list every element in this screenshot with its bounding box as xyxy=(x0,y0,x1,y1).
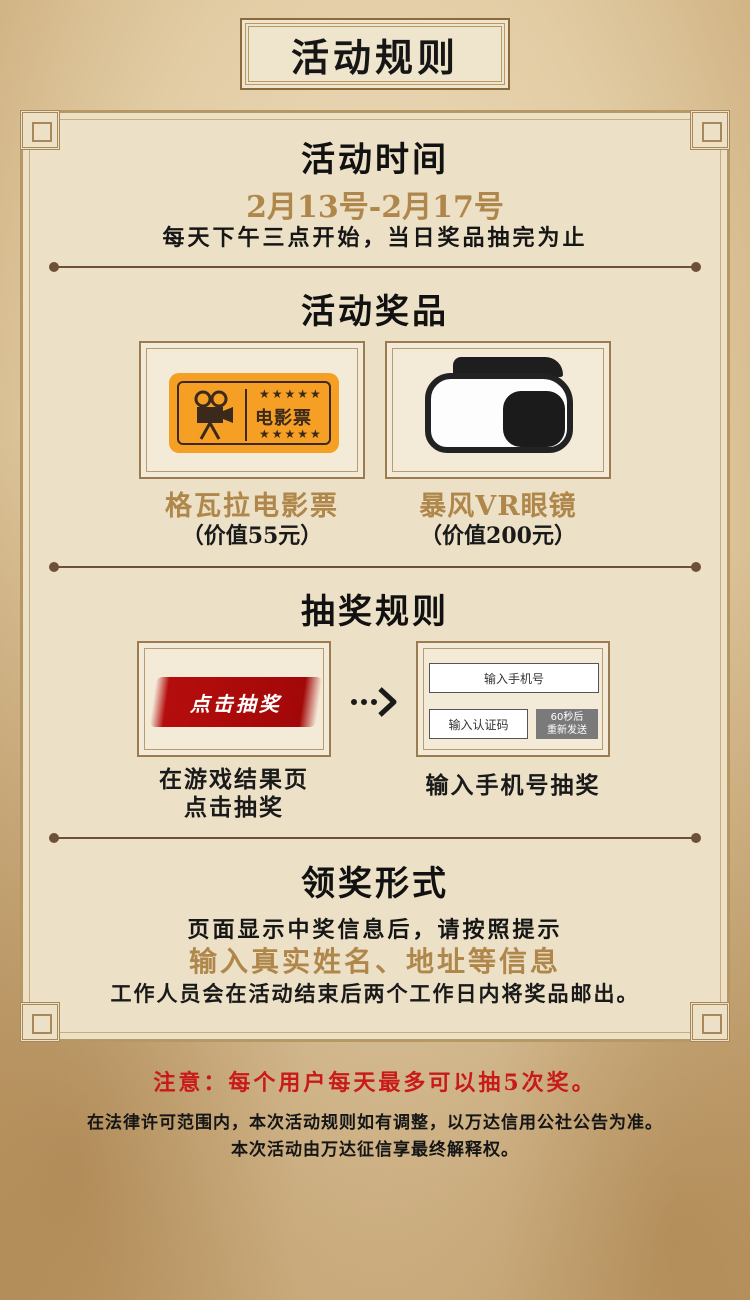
rule-step-phone: 输入手机号 输入认证码 60秒后 重新发送 xyxy=(416,641,610,757)
prize-value-movie-ticket: （价值55元） xyxy=(181,523,323,549)
footer-line-1: 在法律许可范围内，本次活动规则如有调整，以万达信用公社公告为准。 xyxy=(87,1113,663,1133)
code-input-illustration: 输入认证码 xyxy=(429,709,528,739)
section-heading-prizes: 活动奖品 xyxy=(301,292,449,332)
arrow-right-icon xyxy=(351,687,397,717)
star-icon-row: ★★★★★ xyxy=(259,387,323,401)
prize-card-vr-headset xyxy=(385,341,611,479)
prize-card-movie-ticket: ★★★★★ 电影票 ★★★★★ xyxy=(139,341,365,479)
rule-step-draw-caption: 在游戏结果页 点击抽奖 xyxy=(159,766,309,821)
section-heading-rules: 抽奖规则 xyxy=(301,592,449,632)
corner-ornament-icon xyxy=(20,1002,60,1042)
prize-value-vr-headset: （价值200元） xyxy=(420,523,576,549)
divider xyxy=(49,562,701,572)
title-plaque: 活动规则 xyxy=(240,18,510,90)
prize-name-movie-ticket: 格瓦拉电影票 xyxy=(165,491,339,522)
page-title: 活动规则 xyxy=(290,34,459,80)
phone-input-illustration: 输入手机号 xyxy=(429,663,599,693)
corner-ornament-icon xyxy=(690,1002,730,1042)
rule-step-draw: 点击抽奖 xyxy=(137,641,331,757)
event-time-detail: 每天下午三点开始，当日奖品抽完为止 xyxy=(162,225,588,251)
corner-ornament-icon xyxy=(20,110,60,150)
claim-line-2: 输入真实姓名、地址等信息 xyxy=(188,945,561,978)
corner-ornament-icon xyxy=(690,110,730,150)
film-projector-icon xyxy=(194,390,233,440)
divider xyxy=(49,833,701,843)
divider xyxy=(49,262,701,272)
ticket-label: 电影票 xyxy=(255,408,312,429)
section-heading-time: 活动时间 xyxy=(301,140,449,180)
notice-text: 注意：每个用户每天最多可以抽5次奖。 xyxy=(153,1070,597,1096)
draw-button-label: 点击抽奖 xyxy=(190,691,282,716)
claim-line-1: 页面显示中奖信息后，请按照提示 xyxy=(187,917,563,943)
movie-ticket-image: ★★★★★ 电影票 ★★★★★ xyxy=(169,373,339,453)
draw-button-illustration: 点击抽奖 xyxy=(149,677,323,727)
rule-step-phone-caption: 输入手机号抽奖 xyxy=(425,772,601,799)
claim-line-3: 工作人员会在活动结束后两个工作日内将奖品邮出。 xyxy=(110,981,640,1006)
rules-panel xyxy=(20,110,730,1042)
event-dates: 2月13号-2月17号 xyxy=(246,190,504,225)
footer-line-2: 本次活动由万达征信享最终解释权。 xyxy=(231,1140,519,1160)
prize-name-vr-headset: 暴风VR眼镜 xyxy=(419,491,577,522)
section-heading-claim: 领奖形式 xyxy=(301,864,449,904)
star-icon-row: ★★★★★ xyxy=(259,427,323,441)
resend-button-illustration: 60秒后 重新发送 xyxy=(536,709,598,739)
